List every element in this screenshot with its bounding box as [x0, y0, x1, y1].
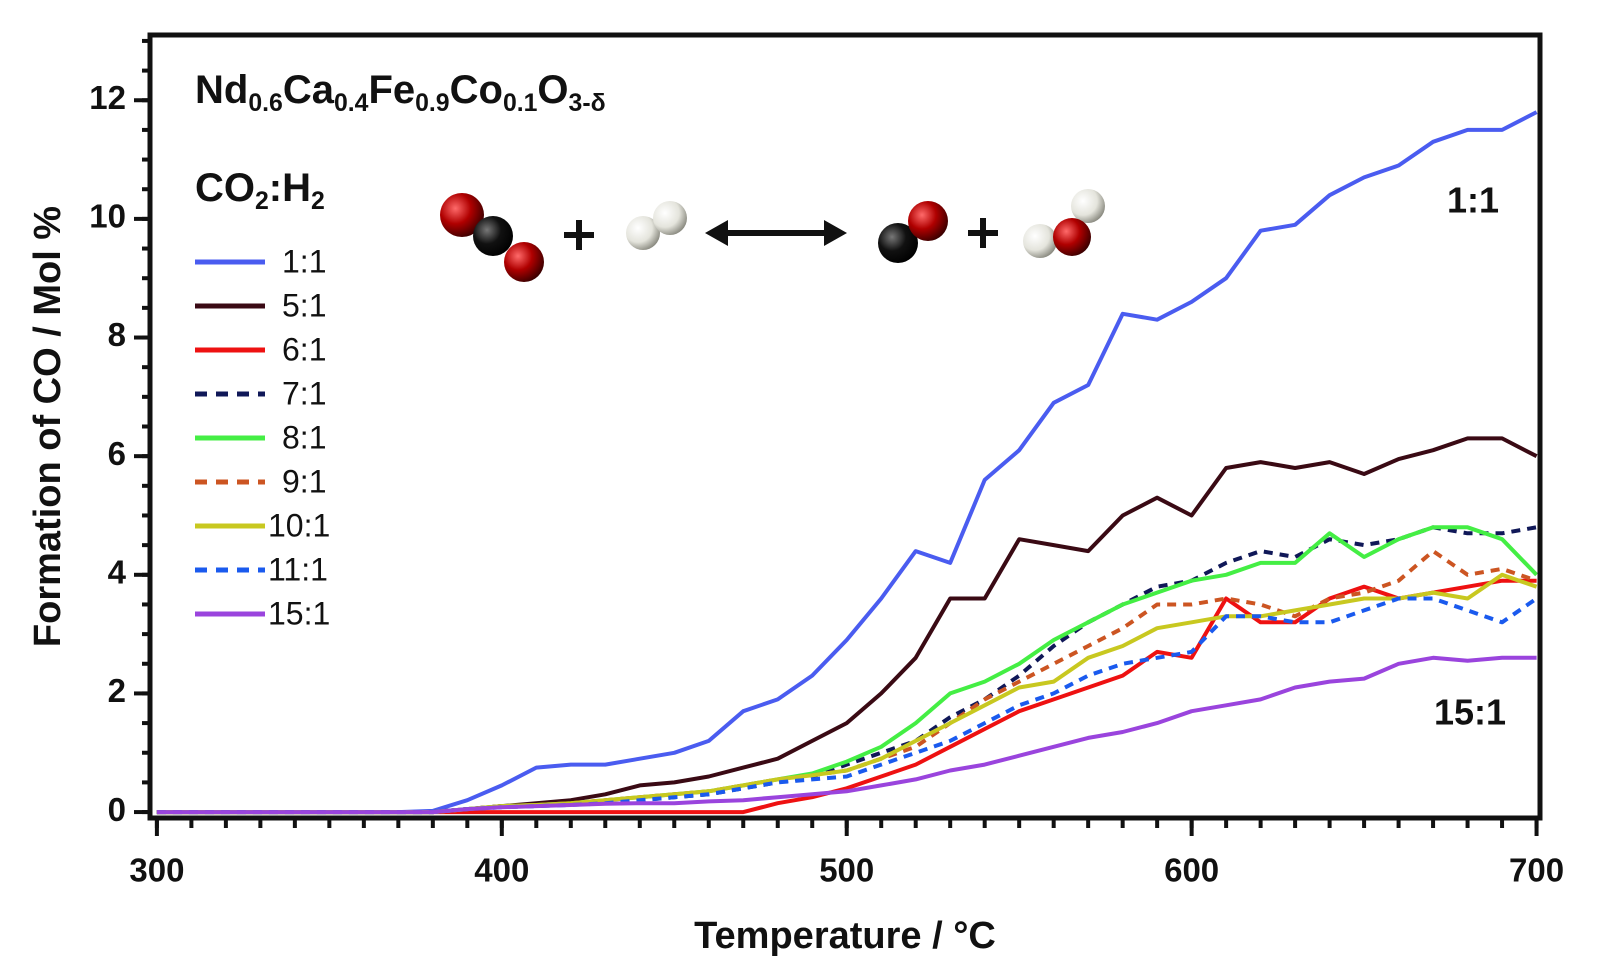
atom-c [878, 223, 918, 263]
series-line [156, 655, 1537, 815]
legend-label: 8:1 [282, 419, 326, 455]
plus [968, 218, 998, 248]
atom-c [473, 216, 513, 256]
legend-label: 15:1 [268, 595, 330, 631]
x-tick-label: 400 [474, 852, 529, 889]
series-line [156, 436, 1538, 815]
atom-o [504, 242, 544, 282]
text-part: Co [450, 68, 503, 112]
plus [564, 220, 594, 250]
text-part: O [537, 68, 568, 112]
atom-h [626, 216, 660, 250]
subscript: 2 [255, 188, 269, 215]
subscript: 2 [311, 188, 325, 215]
text-part: CO [195, 166, 255, 210]
y-tick-label: 6 [108, 435, 126, 472]
atom-h [653, 201, 687, 235]
atom-o [908, 201, 948, 241]
x-tick-label: 600 [1164, 852, 1219, 889]
y-tick-label: 10 [89, 198, 126, 235]
legend-title: CO2:H2 [195, 166, 325, 215]
plot-frame [147, 32, 1543, 821]
text-part: Fe [368, 68, 415, 112]
x-tick-label: 300 [129, 852, 184, 889]
x-tick-label: 500 [819, 852, 874, 889]
atom-h [1071, 189, 1105, 223]
legend-label: 5:1 [282, 287, 326, 323]
atom-h [1023, 224, 1057, 258]
y-tick-label: 2 [108, 672, 126, 709]
subscript: 0.6 [248, 90, 282, 117]
plot-lines [156, 110, 1539, 815]
x-tick-label: 700 [1509, 852, 1564, 889]
annotation: 15:1 [1434, 692, 1506, 733]
y-axis-label: Formation of CO / Mol % [27, 206, 69, 647]
atom-o [440, 193, 484, 237]
text-part: Nd [195, 68, 248, 112]
subscript: 3-δ [569, 90, 606, 117]
text-part: Ca [283, 68, 335, 112]
y-tick-label: 12 [89, 79, 126, 116]
subscript: 0.1 [503, 90, 538, 117]
legend-label: 11:1 [268, 551, 328, 587]
text-part: :H [269, 166, 311, 210]
formula: Nd0.6Ca0.4Fe0.9Co0.1O3-δ [195, 68, 606, 117]
legend-label: 6:1 [282, 331, 326, 367]
x-axis-label: Temperature / °C [694, 915, 996, 957]
legend-label: 7:1 [282, 375, 326, 411]
reaction-illustration [440, 189, 1105, 282]
subscript: 0.4 [334, 90, 369, 117]
subscript: 0.9 [415, 90, 449, 117]
legend-label: 10:1 [268, 507, 330, 543]
series-line [156, 596, 1538, 815]
y-tick-label: 4 [108, 554, 127, 591]
y-tick-label: 0 [108, 791, 126, 828]
legend-label: 9:1 [282, 463, 326, 499]
legend-label: 1:1 [282, 243, 326, 279]
y-tick-label: 8 [108, 316, 126, 353]
atom-o [1053, 218, 1091, 256]
annotation: 1:1 [1447, 180, 1499, 221]
